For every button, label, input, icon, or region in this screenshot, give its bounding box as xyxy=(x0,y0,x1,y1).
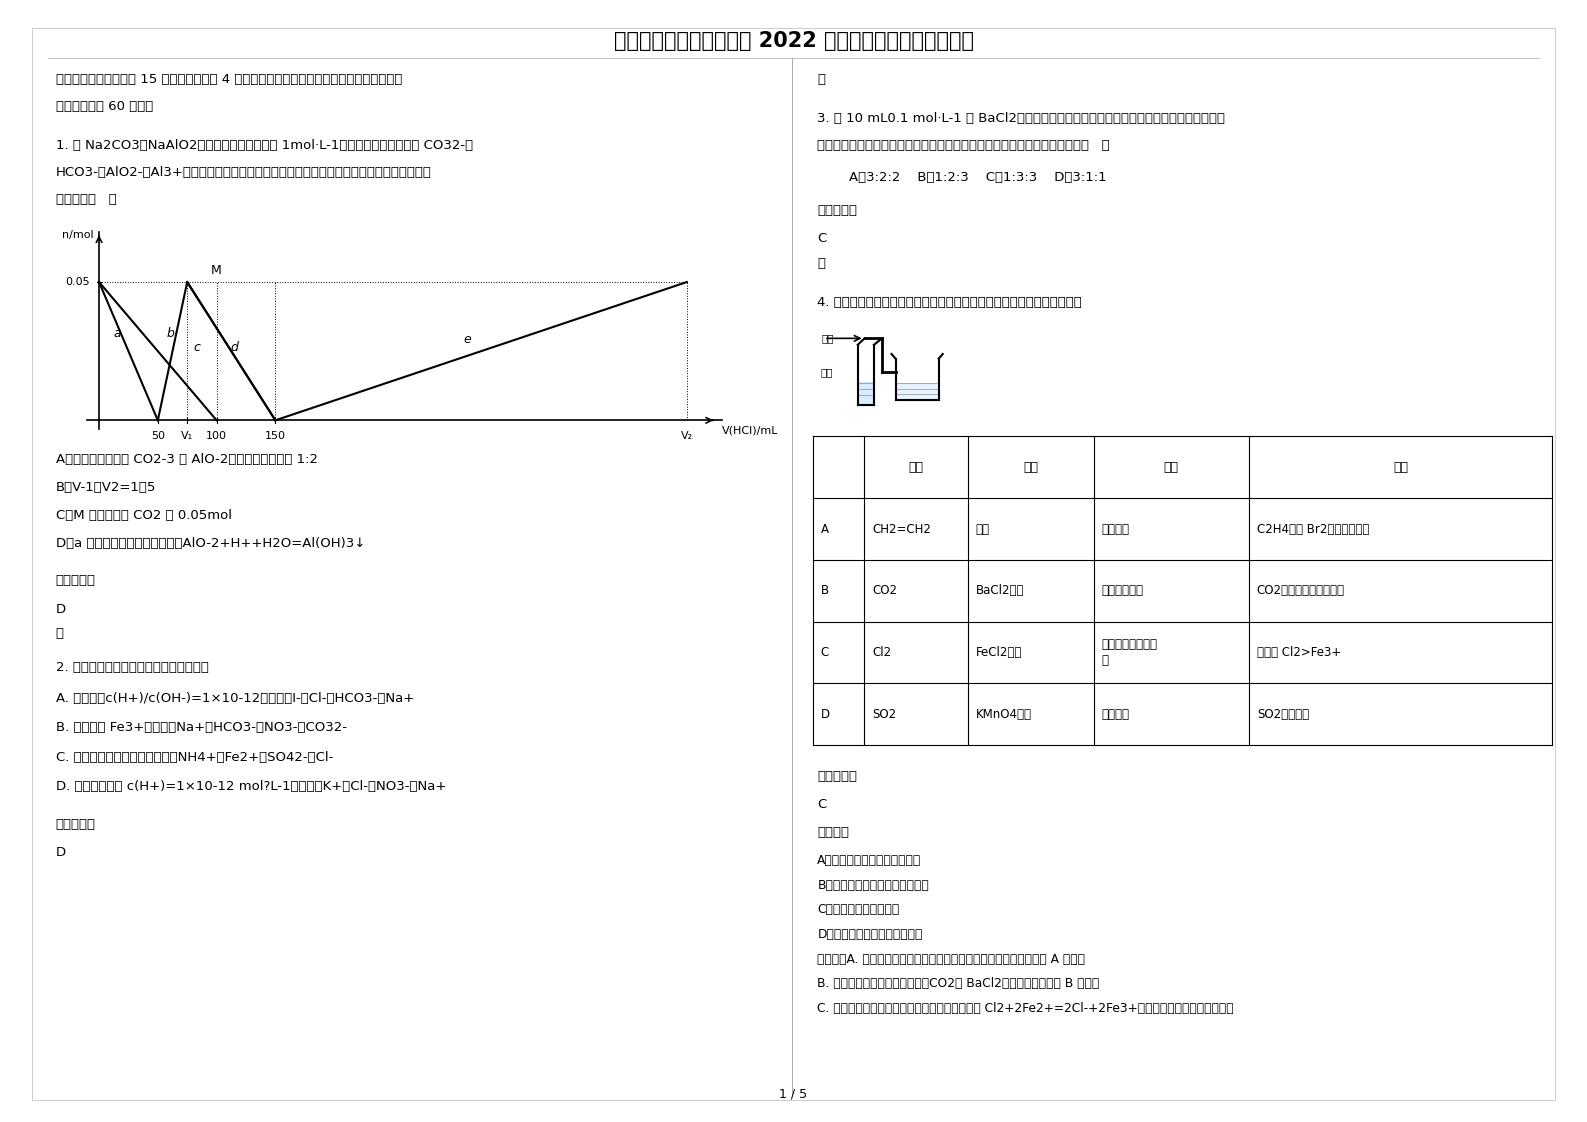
Text: 试剂: 试剂 xyxy=(1024,461,1038,473)
Text: M: M xyxy=(211,264,222,276)
Text: CO2: CO2 xyxy=(873,585,897,597)
Text: 4. 如图装置可用于验证气体的某些化学性质，所得现象和结论均正确的是: 4. 如图装置可用于验证气体的某些化学性质，所得现象和结论均正确的是 xyxy=(817,296,1082,310)
Text: A．原混合溶液中的 CO2-3 与 AlO-2的物质的量之比为 1:2: A．原混合溶液中的 CO2-3 与 AlO-2的物质的量之比为 1:2 xyxy=(56,453,317,467)
Text: 【分析】: 【分析】 xyxy=(817,826,849,839)
Text: SO2有漂白性: SO2有漂白性 xyxy=(1257,708,1309,720)
Text: 题目要求，共 60 分。）: 题目要求，共 60 分。） xyxy=(56,100,152,113)
Text: C: C xyxy=(820,646,828,659)
Text: C: C xyxy=(817,798,827,811)
Text: b: b xyxy=(167,328,175,340)
Text: 溶液褪色: 溶液褪色 xyxy=(1101,708,1130,720)
Text: 一、单选题（本大题共 15 个小题，每小题 4 分。在每小题给出的四个选项中，只有一项符合: 一、单选题（本大题共 15 个小题，每小题 4 分。在每小题给出的四个选项中，只… xyxy=(56,73,402,86)
Text: 100: 100 xyxy=(206,431,227,441)
Text: D: D xyxy=(820,708,830,720)
Text: A．乙烯与溴水发生加成反应；: A．乙烯与溴水发生加成反应； xyxy=(817,854,922,867)
Text: 参考答案：: 参考答案： xyxy=(56,574,95,588)
Text: B: B xyxy=(820,585,828,597)
Text: CO2能与可溶性钡盐反应: CO2能与可溶性钡盐反应 xyxy=(1257,585,1344,597)
Text: c: c xyxy=(194,341,200,355)
Text: 2. 下列各组离子，一定能大量共存的是：: 2. 下列各组离子，一定能大量共存的是： xyxy=(56,661,208,674)
Text: FeCl2溶液: FeCl2溶液 xyxy=(976,646,1022,659)
Text: D: D xyxy=(56,603,65,616)
Text: B. 盐酸的酸性大于碳酸的酸性，CO2与 BaCl2溶液不反应，选项 B 错误；: B. 盐酸的酸性大于碳酸的酸性，CO2与 BaCl2溶液不反应，选项 B 错误； xyxy=(817,977,1100,991)
Text: C．M 点时生成的 CO2 为 0.05mol: C．M 点时生成的 CO2 为 0.05mol xyxy=(56,509,232,523)
Text: CH2=CH2: CH2=CH2 xyxy=(873,523,932,535)
Text: A. 常温下，c(H+)/c(OH-)=1×10-12的溶液：I-、Cl-、HCO3-、Na+: A. 常温下，c(H+)/c(OH-)=1×10-12的溶液：I-、Cl-、HC… xyxy=(56,692,414,706)
Text: V₂: V₂ xyxy=(681,431,694,441)
Text: D．二氧化硫较高锰酸钾氧化。: D．二氧化硫较高锰酸钾氧化。 xyxy=(817,928,922,941)
Text: 略: 略 xyxy=(817,73,825,86)
Text: V(HCl)/mL: V(HCl)/mL xyxy=(722,426,779,435)
Text: 略: 略 xyxy=(56,627,63,641)
Text: 溶液褪色: 溶液褪色 xyxy=(1101,523,1130,535)
Text: a: a xyxy=(113,328,121,340)
Text: 试剂: 试剂 xyxy=(820,367,833,377)
Text: 参考答案：: 参考答案： xyxy=(817,770,857,783)
Text: C. 加入铝粉能产生氢气的溶液：NH4+、Fe2+、SO42-、Cl-: C. 加入铝粉能产生氢气的溶液：NH4+、Fe2+、SO42-、Cl- xyxy=(56,751,333,764)
Text: 50: 50 xyxy=(151,431,165,441)
Text: C．氯气氧化亚铁离子；: C．氯气氧化亚铁离子； xyxy=(817,903,900,917)
Text: SO2: SO2 xyxy=(873,708,897,720)
Text: 气体: 气体 xyxy=(909,461,924,473)
Text: 参考答案：: 参考答案： xyxy=(56,818,95,831)
Text: KMnO4溶液: KMnO4溶液 xyxy=(976,708,1032,720)
Text: e: e xyxy=(463,333,471,346)
Text: D. 由水电离出的 c(H+)=1×10-12 mol?L-1溶液中：K+、Cl-、NO3-、Na+: D. 由水电离出的 c(H+)=1×10-12 mol?L-1溶液中：K+、Cl… xyxy=(56,780,446,793)
Text: HCO3-、AlO2-、Al3+离子的物质的量与加入盐酸溶液的体积变化关系如图所示，则下列说法: HCO3-、AlO2-、Al3+离子的物质的量与加入盐酸溶液的体积变化关系如图所… xyxy=(56,166,432,180)
Text: d: d xyxy=(230,341,238,355)
Text: 略: 略 xyxy=(817,257,825,270)
Text: C: C xyxy=(817,232,827,246)
Text: 参考答案：: 参考答案： xyxy=(817,204,857,218)
Text: BaCl2溶液: BaCl2溶液 xyxy=(976,585,1024,597)
Text: C2H4能与 Br2发生取代反应: C2H4能与 Br2发生取代反应 xyxy=(1257,523,1370,535)
Text: C. 氯气氧化亚铁离子，溶液变为黄色，发生反应 Cl2+2Fe2+=2Cl-+2Fe3+，根据氧化剂的氧化性强于氧: C. 氯气氧化亚铁离子，溶液变为黄色，发生反应 Cl2+2Fe2+=2Cl-+2… xyxy=(817,1002,1235,1015)
Text: 【详解】A. 乙烯含碳碳双键，与溴水发生加成反应，溴水褪色，选项 A 错误；: 【详解】A. 乙烯含碳碳双键，与溴水发生加成反应，溴水褪色，选项 A 错误； xyxy=(817,953,1086,966)
Text: 3. 用 10 mL0.1 mol·L-1 的 BaCl2溶液恰好可使相同体积的硫酸铁、硫酸锌和硫酸钾三种溶液: 3. 用 10 mL0.1 mol·L-1 的 BaCl2溶液恰好可使相同体积的… xyxy=(817,112,1225,126)
Text: V₁: V₁ xyxy=(181,431,194,441)
Text: A: A xyxy=(820,523,828,535)
Text: B．V-1：V2=1：5: B．V-1：V2=1：5 xyxy=(56,481,156,495)
Text: B．盐酸的酸性大于碳酸的酸性；: B．盐酸的酸性大于碳酸的酸性； xyxy=(817,879,928,892)
Text: Cl2: Cl2 xyxy=(873,646,892,659)
Text: 辽宁省鞍山市哈达碑中学 2022 年高三化学联考试卷含解析: 辽宁省鞍山市哈达碑中学 2022 年高三化学联考试卷含解析 xyxy=(614,31,973,52)
Text: 结论: 结论 xyxy=(1393,461,1408,473)
Text: n/mol: n/mol xyxy=(62,230,94,240)
Text: 正确的是（   ）: 正确的是（ ） xyxy=(56,193,116,206)
Text: 氧化性 Cl2>Fe3+: 氧化性 Cl2>Fe3+ xyxy=(1257,646,1341,659)
Text: 产生白色沉淀: 产生白色沉淀 xyxy=(1101,585,1144,597)
Text: 中的硫酸根离子完全转化为硫酸钡沉淀，则三种溶液的物质的量浓度之比是（   ）: 中的硫酸根离子完全转化为硫酸钡沉淀，则三种溶液的物质的量浓度之比是（ ） xyxy=(817,139,1109,153)
Text: D．a 曲线表示的离子方程式为：AlO-2+H++H2O=Al(OH)3↓: D．a 曲线表示的离子方程式为：AlO-2+H++H2O=Al(OH)3↓ xyxy=(56,537,365,551)
Text: 150: 150 xyxy=(265,431,286,441)
Text: D: D xyxy=(56,846,65,859)
Text: 1 / 5: 1 / 5 xyxy=(779,1087,808,1101)
Text: 1. 某 Na2CO3、NaAlO2的混合溶液中逐滴加入 1mol·L-1的盐酸，测得溶液中的 CO32-、: 1. 某 Na2CO3、NaAlO2的混合溶液中逐滴加入 1mol·L-1的盐酸… xyxy=(56,139,473,153)
Text: 0.05: 0.05 xyxy=(65,277,89,287)
Text: 气体: 气体 xyxy=(822,333,833,343)
Text: B. 含有大量 Fe3+的溶液：Na+、HCO3-、NO3-、CO32-: B. 含有大量 Fe3+的溶液：Na+、HCO3-、NO3-、CO32- xyxy=(56,721,346,735)
Text: 溴水: 溴水 xyxy=(976,523,990,535)
Text: A．3:2:2    B．1:2:3    C．1:3:3    D．3:1:1: A．3:2:2 B．1:2:3 C．1:3:3 D．3:1:1 xyxy=(849,171,1106,184)
Text: 现象: 现象 xyxy=(1163,461,1179,473)
Text: 溶液由浅绿色变黄
色: 溶液由浅绿色变黄 色 xyxy=(1101,638,1157,666)
